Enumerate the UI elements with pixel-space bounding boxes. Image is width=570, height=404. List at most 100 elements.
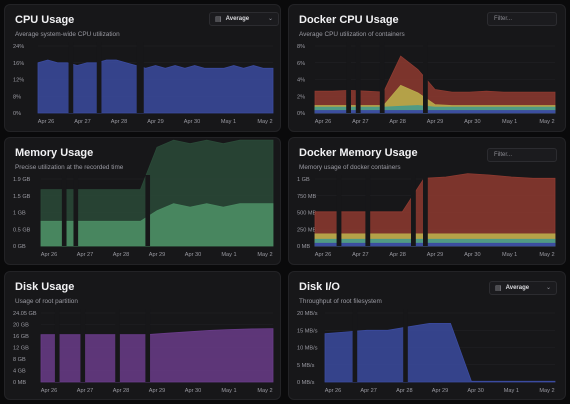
x-tick-label: Apr 26 <box>38 119 54 125</box>
data-gap <box>145 309 151 382</box>
panel-title: Docker Memory Usage <box>299 147 418 159</box>
docker-memory-panel: Docker Memory Usage Memory usage of dock… <box>288 137 566 265</box>
x-tick-label: Apr 30 <box>464 119 480 125</box>
y-tick-label: 750 MB <box>297 194 317 200</box>
x-tick-label: Apr 27 <box>352 119 368 125</box>
x-tick-label: Apr 26 <box>315 252 331 258</box>
x-tick-label: May 1 <box>504 388 519 394</box>
x-tick-label: Apr 30 <box>464 252 480 258</box>
data-gap <box>61 175 67 246</box>
x-tick-label: Apr 28 <box>111 119 127 125</box>
y-tick-label: 16% <box>13 61 24 67</box>
y-tick-label: 0% <box>13 111 21 117</box>
data-gap <box>136 42 144 113</box>
x-tick-label: May 2 <box>257 252 272 258</box>
y-tick-label: 5 MB/s <box>297 363 315 369</box>
x-tick-label: Apr 26 <box>315 119 331 125</box>
series-area <box>40 203 274 247</box>
filter-input[interactable]: Filter... <box>487 148 557 162</box>
chevron-down-icon: ⌄ <box>267 16 273 22</box>
y-tick-label: 8 GB <box>13 357 26 363</box>
panel-title: Docker CPU Usage <box>299 14 399 26</box>
data-gap <box>346 42 351 113</box>
y-tick-label: 0 MB/s <box>297 380 315 386</box>
y-tick-label: 15 MB/s <box>297 328 318 334</box>
y-tick-label: 20 MB/s <box>297 311 318 317</box>
x-tick-label: May 2 <box>539 119 554 125</box>
x-tick-label: Apr 28 <box>389 119 405 125</box>
y-tick-label: 0 MB <box>13 380 26 386</box>
x-tick-label: Apr 29 <box>149 252 165 258</box>
data-gap <box>96 42 102 113</box>
docker-cpu-chart: 8% 6% 4% 2% 0% Apr 26 Apr 27 Apr 28 Apr 29 Apr 30… <box>297 42 556 125</box>
docker-cpu-panel: Docker CPU Usage Average CPU utilization… <box>288 4 566 132</box>
x-tick-label: Apr 28 <box>396 388 412 394</box>
y-tick-label: 16 GB <box>13 334 29 340</box>
y-tick-label: 4% <box>297 78 305 84</box>
series-area <box>314 110 556 114</box>
x-tick-label: May 1 <box>502 252 517 258</box>
x-tick-label: Apr 27 <box>360 388 376 394</box>
x-tick-label: Apr 29 <box>427 252 443 258</box>
aggregation-select[interactable]: ▤ Average ⌄ <box>489 281 557 295</box>
x-tick-label: May 1 <box>221 388 236 394</box>
y-tick-label: 4 GB <box>13 369 26 375</box>
data-gap <box>54 309 60 382</box>
disk-usage-panel: Disk Usage Usage of root partition 24.05… <box>4 271 281 400</box>
x-tick-label: Apr 29 <box>427 119 443 125</box>
panel-subtitle: Memory usage of docker containers <box>299 164 401 171</box>
y-tick-label: 1.5 GB <box>13 194 31 200</box>
disk-io-chart: 20 MB/s 15 MB/s 10 MB/s 5 MB/s 0 MB/s Apr 26 A… <box>297 309 556 394</box>
y-tick-label: 250 MB <box>297 227 317 233</box>
panel-subtitle: Average system-wide CPU utilization <box>15 31 120 38</box>
y-tick-label: 20 GB <box>13 323 29 329</box>
y-tick-label: 8% <box>297 44 305 50</box>
y-tick-label: 12 GB <box>13 346 29 352</box>
chart-icon: ▤ <box>495 285 502 292</box>
x-tick-label: May 2 <box>539 388 554 394</box>
x-tick-label: Apr 30 <box>185 388 201 394</box>
data-gap <box>355 42 361 113</box>
y-tick-label: 12% <box>13 78 24 84</box>
data-gap <box>379 42 385 113</box>
data-gap <box>423 175 428 246</box>
series-area <box>314 242 556 247</box>
aggregation-select[interactable]: ▤ Average ⌄ <box>209 12 279 26</box>
y-tick-label: 0.5 GB <box>13 227 31 233</box>
y-tick-label: 0 GB <box>13 244 26 250</box>
x-tick-label: May 1 <box>221 252 236 258</box>
x-tick-label: May 2 <box>257 388 272 394</box>
panel-title: Memory Usage <box>15 147 94 159</box>
series-area <box>324 323 556 383</box>
panel-subtitle: Usage of root partition <box>15 298 78 305</box>
data-gap <box>336 175 342 246</box>
y-tick-label: 6% <box>297 61 305 67</box>
x-tick-label: May 1 <box>502 119 517 125</box>
data-gap <box>145 175 151 246</box>
x-tick-label: Apr 30 <box>185 252 201 258</box>
series-area <box>40 328 274 383</box>
y-tick-label: 8% <box>13 94 21 100</box>
y-tick-label: 1 GB <box>13 211 26 217</box>
docker-memory-chart: 1 GB 750 MB 500 MB 250 MB 0 MB Apr 26 Apr 27 Ap… <box>297 173 556 258</box>
data-gap <box>73 175 79 246</box>
series-area <box>314 55 556 114</box>
y-tick-label: 24.05 GB <box>13 311 37 317</box>
x-tick-label: Apr 29 <box>149 388 165 394</box>
data-gap <box>411 175 416 246</box>
y-tick-label: 2% <box>297 94 305 100</box>
data-gap <box>403 309 408 382</box>
x-tick-label: Apr 27 <box>77 388 93 394</box>
memory-usage-chart: 1.9 GB 1.5 GB 1 GB 0.5 GB 0 GB Apr 26 Apr 27 Ap… <box>13 139 274 258</box>
y-tick-label: 0 MB <box>297 244 310 250</box>
panel-subtitle: Average CPU utilization of containers <box>299 31 405 38</box>
x-tick-label: Apr 28 <box>389 252 405 258</box>
x-tick-label: Apr 30 <box>184 119 200 125</box>
panel-title: Disk Usage <box>15 281 75 293</box>
x-tick-label: Apr 28 <box>113 252 129 258</box>
x-tick-label: Apr 29 <box>432 388 448 394</box>
y-tick-label: 1 GB <box>297 177 310 183</box>
filter-input[interactable]: Filter... <box>487 12 557 26</box>
disk-io-panel: Disk I/O Throughput of root filesystem ▤… <box>288 271 566 400</box>
